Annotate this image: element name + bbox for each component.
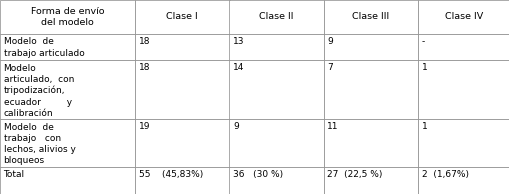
Bar — [135, 167, 229, 194]
Bar — [0, 167, 135, 194]
Text: 1: 1 — [421, 63, 427, 72]
Text: Modelo
articulado,  con
tripodización,
ecuador         y
calibración: Modelo articulado, con tripodización, ec… — [4, 64, 74, 118]
Bar — [0, 0, 135, 34]
Text: 19: 19 — [138, 122, 150, 131]
Bar — [229, 60, 323, 119]
Text: 11: 11 — [327, 122, 338, 131]
Bar — [0, 34, 135, 60]
Text: 27  (22,5 %): 27 (22,5 %) — [327, 170, 382, 179]
Text: -: - — [421, 37, 424, 46]
Text: Clase IV: Clase IV — [444, 12, 483, 22]
Bar — [323, 0, 417, 34]
Bar — [417, 60, 509, 119]
Bar — [135, 60, 229, 119]
Bar — [229, 0, 323, 34]
Bar — [0, 60, 135, 119]
Text: 14: 14 — [233, 63, 244, 72]
Bar — [417, 167, 509, 194]
Text: 36   (30 %): 36 (30 %) — [233, 170, 282, 179]
Text: 2  (1,67%): 2 (1,67%) — [421, 170, 468, 179]
Text: Modelo  de
trabajo   con
lechos, alivios y
bloqueos: Modelo de trabajo con lechos, alivios y … — [4, 123, 75, 165]
Text: 18: 18 — [138, 63, 150, 72]
Bar — [229, 34, 323, 60]
Bar — [323, 34, 417, 60]
Text: 9: 9 — [233, 122, 238, 131]
Bar — [229, 119, 323, 167]
Text: Clase III: Clase III — [352, 12, 389, 22]
Bar — [135, 119, 229, 167]
Text: Total: Total — [4, 170, 24, 179]
Text: Forma de envío
del modelo: Forma de envío del modelo — [31, 7, 104, 27]
Text: 1: 1 — [421, 122, 427, 131]
Bar — [135, 34, 229, 60]
Bar — [323, 119, 417, 167]
Bar — [417, 0, 509, 34]
Bar — [229, 167, 323, 194]
Text: 13: 13 — [233, 37, 244, 46]
Bar — [323, 60, 417, 119]
Bar — [0, 119, 135, 167]
Text: 9: 9 — [327, 37, 332, 46]
Text: Modelo  de
trabajo articulado: Modelo de trabajo articulado — [4, 37, 84, 58]
Text: 7: 7 — [327, 63, 332, 72]
Text: 55    (45,83%): 55 (45,83%) — [138, 170, 203, 179]
Bar — [417, 119, 509, 167]
Bar — [323, 167, 417, 194]
Text: 18: 18 — [138, 37, 150, 46]
Text: Clase I: Clase I — [166, 12, 198, 22]
Bar — [135, 0, 229, 34]
Bar — [417, 34, 509, 60]
Text: Clase II: Clase II — [259, 12, 293, 22]
